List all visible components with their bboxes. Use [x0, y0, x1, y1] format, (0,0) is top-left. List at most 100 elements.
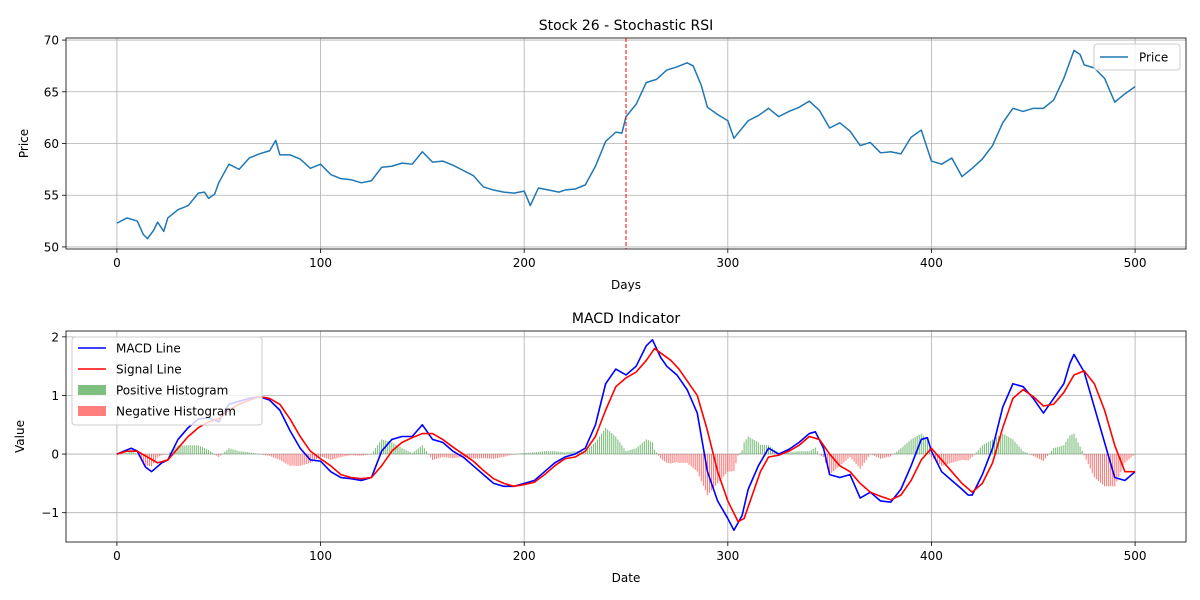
positive-histogram-bar: [201, 447, 203, 455]
positive-histogram-bar: [556, 451, 558, 455]
positive-histogram-bar: [894, 453, 896, 455]
negative-histogram-bar: [1099, 454, 1102, 483]
negative-histogram-bar: [674, 454, 676, 463]
positive-histogram-bar: [800, 451, 802, 455]
positive-histogram-bar: [248, 452, 250, 455]
positive-histogram-bar: [423, 448, 425, 455]
negative-histogram-bar: [285, 454, 287, 464]
negative-histogram-bar: [220, 454, 222, 456]
negative-histogram-bar: [727, 454, 729, 472]
positive-histogram-bar: [586, 449, 588, 455]
x-tick-label: 300: [716, 256, 739, 270]
negative-histogram-bar: [493, 454, 495, 459]
positive-histogram-bar: [183, 445, 185, 455]
negative-histogram-bar: [356, 454, 358, 456]
positive-histogram-bar: [405, 450, 407, 455]
negative-histogram-bar: [486, 454, 489, 459]
chart-title: MACD Indicator: [572, 311, 681, 327]
positive-histogram-bar: [902, 446, 904, 455]
negative-histogram-bar: [429, 454, 432, 458]
axes: 0 100 200 300 400 500 −1 0 1 2: [41, 330, 1146, 563]
positive-histogram-bar: [611, 432, 613, 455]
positive-histogram-bar: [395, 444, 397, 455]
negative-histogram-bar: [476, 454, 478, 459]
positive-histogram-bar: [533, 452, 535, 455]
positive-histogram-bar: [1134, 454, 1136, 455]
positive-histogram-bar: [631, 449, 633, 455]
positive-histogram-bar: [562, 452, 564, 455]
negative-histogram-bar: [884, 454, 886, 458]
x-tick-label: 100: [309, 256, 332, 270]
price-chart: 0 100 200 300 400 500 50 55 60 65 70 Stock 26 - Sto…: [17, 18, 1187, 292]
negative-histogram-bar: [684, 454, 686, 463]
negative-histogram-bar: [886, 454, 888, 458]
y-tick-label: 60: [44, 137, 59, 151]
positive-histogram-bar: [191, 445, 193, 455]
positive-histogram-bar: [924, 437, 926, 455]
positive-histogram-bar: [210, 451, 212, 455]
plot-frame: [65, 330, 1187, 543]
positive-histogram-bar: [1018, 446, 1020, 455]
positive-histogram-bar: [550, 451, 552, 455]
positive-histogram-bar: [529, 452, 531, 455]
negative-histogram-bar: [943, 454, 945, 466]
negative-histogram-bar: [218, 454, 220, 458]
price-series: [116, 49, 1136, 240]
negative-histogram-bar: [480, 454, 482, 459]
positive-histogram-bar: [584, 451, 586, 455]
positive-histogram-bar: [403, 449, 405, 455]
negative-histogram-bar: [1091, 454, 1093, 474]
positive-histogram-bar: [761, 444, 763, 455]
positive-histogram-bar: [1059, 446, 1061, 455]
negative-histogram-bar: [509, 454, 511, 456]
positive-histogram-bar: [1004, 434, 1006, 455]
negative-histogram-bar: [890, 454, 892, 457]
negative-histogram-bar: [216, 454, 218, 456]
positive-histogram-bar: [222, 453, 224, 455]
negative-histogram-bar: [324, 454, 326, 458]
negative-histogram-bar: [462, 454, 464, 458]
negative-histogram-bar: [871, 454, 873, 456]
negative-histogram-bar: [153, 454, 155, 464]
negative-histogram-bar: [1038, 454, 1040, 460]
negative-histogram-bar: [450, 454, 452, 458]
negative-histogram-bar: [352, 454, 354, 456]
negative-histogram-bar: [841, 454, 843, 465]
negative-histogram-bar: [142, 454, 144, 463]
negative-histogram-bar: [440, 454, 442, 458]
negative-histogram-bar: [1093, 454, 1095, 478]
positive-histogram-bar: [609, 431, 611, 455]
negative-histogram-bar: [967, 454, 969, 461]
positive-histogram-bar: [173, 448, 175, 455]
negative-histogram-bar: [873, 454, 875, 456]
negative-histogram-bar: [338, 454, 340, 458]
negative-histogram-bar: [818, 454, 821, 455]
negative-histogram-bar: [366, 454, 368, 455]
negative-histogram-bar: [706, 454, 709, 496]
negative-histogram-bar: [474, 454, 476, 459]
positive-histogram-bar: [979, 447, 981, 455]
y-tick-label: 0: [51, 448, 59, 462]
negative-histogram-bar: [863, 454, 865, 463]
negative-histogram-bar: [163, 454, 165, 455]
negative-histogram-bar: [731, 454, 733, 472]
positive-histogram-bar: [130, 451, 132, 455]
negative-histogram-bar: [472, 454, 474, 459]
negative-histogram-bar: [468, 454, 470, 459]
positive-histogram-bar: [523, 452, 525, 455]
positive-histogram-bar: [920, 433, 922, 455]
positive-histogram-bar: [254, 453, 256, 455]
positive-histogram-bar: [128, 451, 130, 455]
negative-histogram-bar: [837, 454, 839, 468]
signal-line-series: [116, 347, 1136, 523]
negative-histogram-bar: [287, 454, 289, 465]
negative-histogram-bar: [688, 454, 690, 465]
negative-histogram-bar: [947, 454, 949, 465]
plot-area: [116, 38, 1136, 249]
negative-histogram-bar: [507, 454, 509, 456]
negative-histogram-bar: [969, 454, 971, 459]
negative-histogram-bar: [165, 454, 167, 455]
positive-histogram-bar: [765, 445, 768, 455]
negative-histogram-bar: [708, 454, 711, 493]
positive-histogram-bar: [124, 453, 126, 455]
